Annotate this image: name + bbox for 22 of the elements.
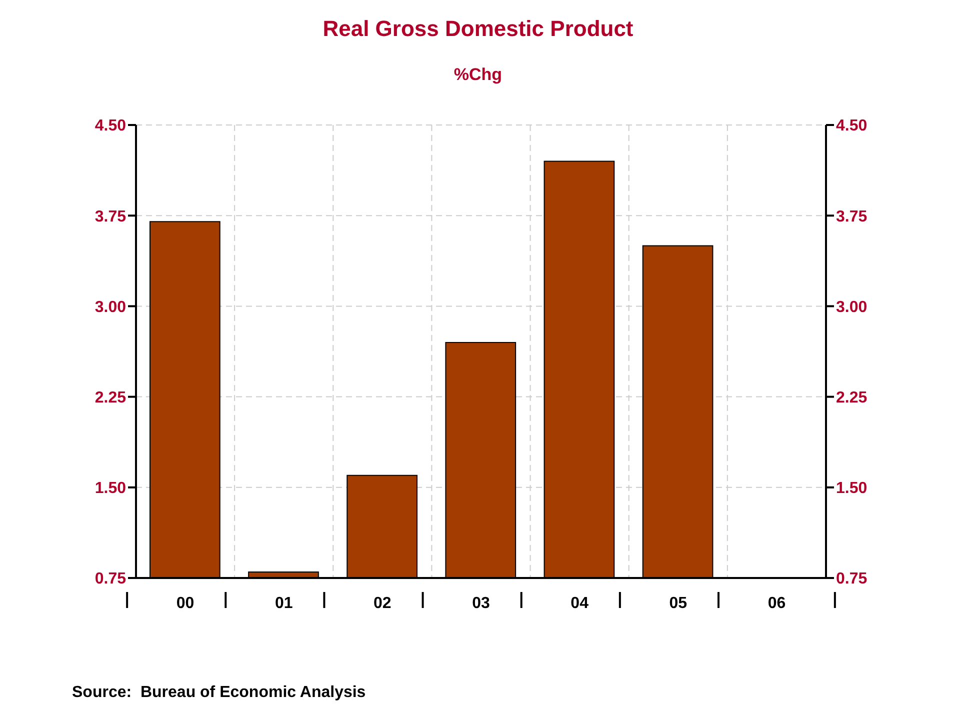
source-note: Source: Bureau of Economic Analysis — [72, 684, 366, 702]
y2-tick-label: 2.25 — [836, 389, 868, 406]
y-tick-label: 4.50 — [94, 118, 126, 135]
y-tick-label: 0.75 — [94, 570, 126, 588]
chart-title: Real Gross Domestic Product — [322, 16, 634, 42]
x-tick-label: 05 — [669, 595, 688, 612]
y-tick-label: 1.50 — [94, 480, 126, 498]
y-tick-label: 3.75 — [94, 208, 126, 226]
y-tick-label: 2.25 — [94, 389, 126, 406]
y-tick-label: 3.00 — [94, 298, 126, 316]
x-tick-label: 06 — [768, 595, 786, 612]
y2-tick-label: 1.50 — [836, 480, 868, 498]
x-tick-label: 00 — [176, 595, 194, 612]
x-tick-label: 03 — [472, 595, 490, 612]
y2-tick-label: 3.00 — [836, 298, 868, 316]
x-tick-label: 01 — [274, 595, 293, 612]
x-tick-label: 04 — [570, 595, 589, 612]
y2-tick-label: 0.75 — [836, 570, 868, 588]
y2-tick-label: 3.75 — [836, 208, 868, 226]
x-tick-label: 02 — [374, 595, 392, 612]
chart-subtitle: %Chg — [452, 65, 504, 85]
y2-tick-label: 4.50 — [836, 118, 868, 135]
